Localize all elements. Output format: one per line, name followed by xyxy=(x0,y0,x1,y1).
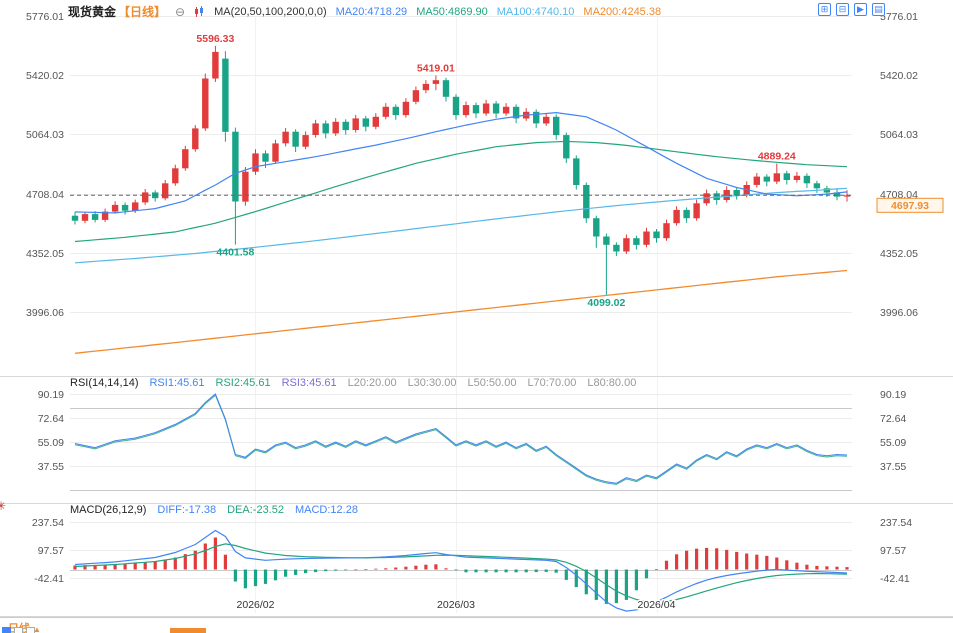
svg-text:55.09: 55.09 xyxy=(38,437,64,449)
svg-text:72.64: 72.64 xyxy=(38,413,64,425)
svg-text:90.19: 90.19 xyxy=(880,389,906,401)
ma20-value: MA20:4718.29 xyxy=(335,5,408,18)
svg-text:2026/04: 2026/04 xyxy=(638,599,676,611)
ma50-value: MA50:4869.90 xyxy=(416,5,488,18)
svg-text:97.57: 97.57 xyxy=(38,545,64,557)
l20-value: L20:20.00 xyxy=(347,377,397,389)
svg-text:37.55: 37.55 xyxy=(880,461,906,473)
svg-text:-42.41: -42.41 xyxy=(34,573,64,585)
taskbar-fragment-window[interactable] xyxy=(26,627,35,633)
ma200-value: MA200:4245.38 xyxy=(583,5,662,18)
svg-text:5064.03: 5064.03 xyxy=(880,129,918,141)
layout-grid-icon[interactable]: ⊞ xyxy=(818,3,831,16)
main-chart-legend: 现货黄金 【日线】 ⊖ MA(20,50,100,200,0,0) MA20:4… xyxy=(68,3,661,20)
svg-text:90.19: 90.19 xyxy=(38,389,64,401)
rsi2-value: RSI2:45.61 xyxy=(215,377,271,389)
svg-text:4099.02: 4099.02 xyxy=(587,297,625,309)
layout-columns-icon[interactable]: ⊟ xyxy=(836,3,849,16)
l80-value: L80:80.00 xyxy=(587,377,637,389)
svg-text:5596.33: 5596.33 xyxy=(196,33,234,45)
svg-text:3996.06: 3996.06 xyxy=(26,307,64,319)
l70-value: L70:70.00 xyxy=(527,377,577,389)
svg-text:-42.41: -42.41 xyxy=(880,573,910,585)
ma100-value: MA100:4740.10 xyxy=(496,5,575,18)
svg-text:5419.01: 5419.01 xyxy=(417,62,455,74)
period-tag: 【日线】 xyxy=(118,5,167,19)
kline-style-icon[interactable] xyxy=(194,5,205,18)
collapse-icon[interactable]: ⊖ xyxy=(175,4,186,19)
taskbar-fragment-tab[interactable] xyxy=(170,628,206,633)
diff-value: DIFF:-17.38 xyxy=(157,504,217,516)
taskbar-fragment-icon[interactable] xyxy=(2,627,11,633)
chart-toolbar: ⊞ ⊟ ▶ ▤ xyxy=(818,3,885,16)
svg-text:4697.93: 4697.93 xyxy=(891,200,929,212)
svg-text:97.57: 97.57 xyxy=(880,545,906,557)
bottom-bar: 日线▲ xyxy=(0,617,953,633)
l30-value: L30:30.00 xyxy=(407,377,457,389)
svg-text:5420.02: 5420.02 xyxy=(26,70,64,82)
svg-text:72.64: 72.64 xyxy=(880,413,906,425)
svg-text:237.54: 237.54 xyxy=(32,517,64,529)
macd-label[interactable]: MACD(26,12,9) xyxy=(70,504,147,516)
svg-text:37.55: 37.55 xyxy=(38,461,64,473)
ma-settings[interactable]: MA(20,50,100,200,0,0) xyxy=(214,5,327,18)
rsi1-value: RSI1:45.61 xyxy=(149,377,205,389)
svg-text:2026/02: 2026/02 xyxy=(237,599,275,611)
svg-text:4401.58: 4401.58 xyxy=(216,247,254,259)
symbol-title: 现货黄金 xyxy=(68,5,117,19)
docked-tool-icon[interactable]: ✳ xyxy=(0,499,7,513)
rsi3-value: RSI3:45.61 xyxy=(281,377,337,389)
layout-panel-icon[interactable]: ▤ xyxy=(872,3,885,16)
svg-text:4352.05: 4352.05 xyxy=(880,248,918,260)
scroll-right-icon[interactable]: ▶ xyxy=(854,3,867,16)
rsi-label[interactable]: RSI(14,14,14) xyxy=(70,377,139,389)
macd-legend: MACD(26,12,9) DIFF:-17.38 DEA:-23.52 MAC… xyxy=(70,504,358,516)
l50-value: L50:50.00 xyxy=(467,377,517,389)
period-arrow-icon: ▲ xyxy=(33,625,41,633)
svg-text:5064.03: 5064.03 xyxy=(26,129,64,141)
svg-text:2026/03: 2026/03 xyxy=(437,599,475,611)
svg-text:3996.06: 3996.06 xyxy=(880,307,918,319)
dea-value: DEA:-23.52 xyxy=(227,504,284,516)
taskbar-fragment-window[interactable] xyxy=(14,627,23,633)
period-selector[interactable]: 日线▲ xyxy=(8,620,41,633)
svg-text:4352.05: 4352.05 xyxy=(26,248,64,260)
svg-text:237.54: 237.54 xyxy=(880,517,912,529)
svg-text:5776.01: 5776.01 xyxy=(880,11,918,23)
svg-text:4708.04: 4708.04 xyxy=(26,189,64,201)
svg-text:4889.24: 4889.24 xyxy=(758,151,796,163)
svg-text:5420.02: 5420.02 xyxy=(880,70,918,82)
macd-value: MACD:12.28 xyxy=(294,504,358,516)
svg-text:5776.01: 5776.01 xyxy=(26,11,64,23)
svg-text:55.09: 55.09 xyxy=(880,437,906,449)
rsi-legend: RSI(14,14,14) RSI1:45.61 RSI2:45.61 RSI3… xyxy=(70,377,636,389)
